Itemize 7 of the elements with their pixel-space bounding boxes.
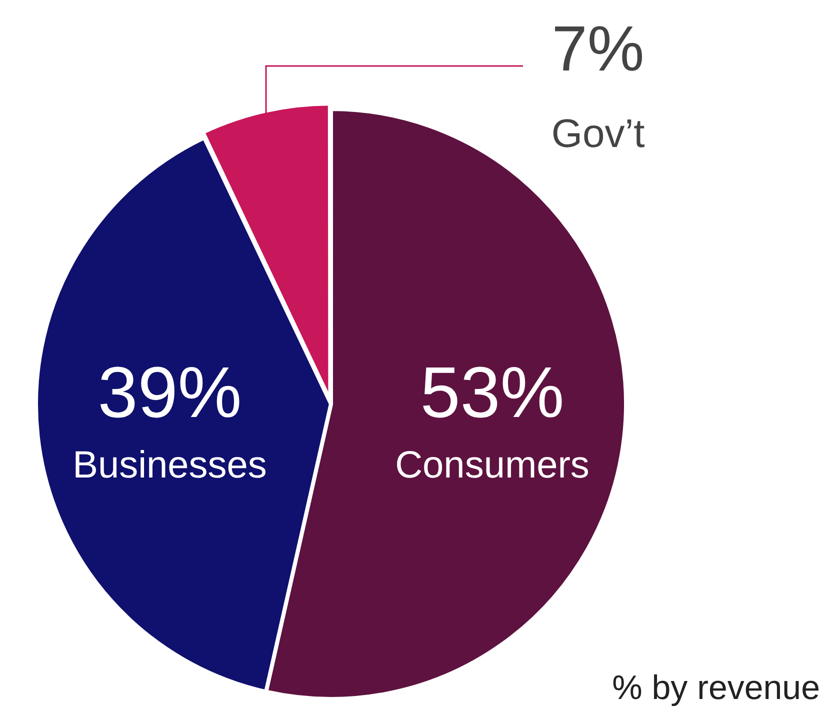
slice-label: Businesses [72, 444, 267, 486]
slice-label: Gov’t [551, 112, 645, 156]
text: % by revenue [612, 669, 820, 708]
data-label: 7% [552, 12, 644, 85]
slice-label: Consumers [395, 444, 590, 486]
data-label: 39% [98, 352, 242, 433]
data-label: 53% [420, 352, 564, 433]
